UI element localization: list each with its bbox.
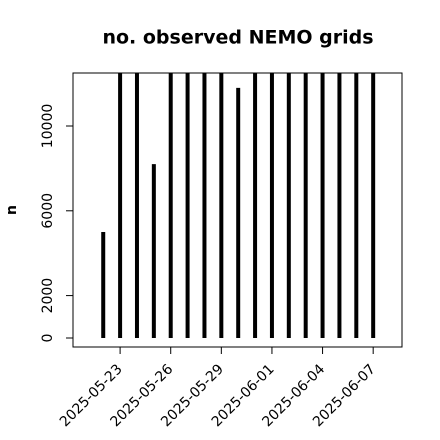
y-axis-label: n bbox=[4, 205, 20, 215]
y-tick-label: 2000 bbox=[40, 278, 56, 314]
chart-title: no. observed NEMO grids bbox=[102, 27, 373, 49]
plot-area bbox=[101, 73, 376, 338]
y-tick-label: 0 bbox=[40, 334, 56, 343]
y-tick-label: 10000 bbox=[40, 104, 56, 149]
plot-frame bbox=[72, 72, 403, 348]
y-tick-label: 6000 bbox=[40, 193, 56, 229]
